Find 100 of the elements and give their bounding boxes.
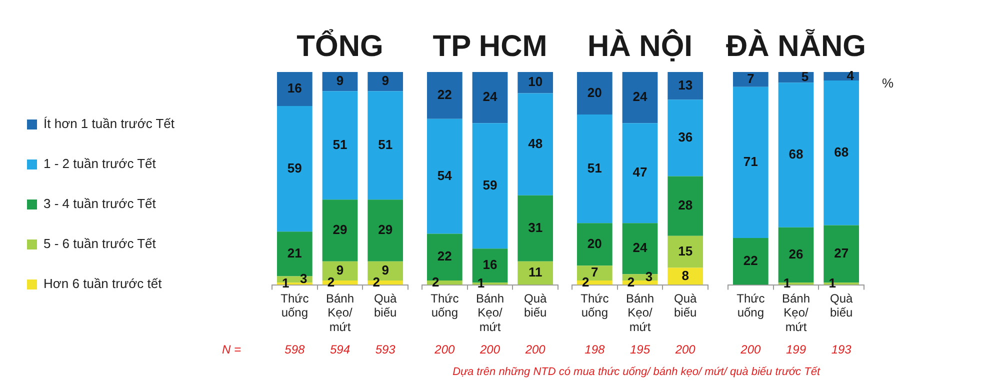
x-tick-label: Quà biếu <box>524 291 547 320</box>
data-label: 24 <box>632 240 648 256</box>
data-label: 7 <box>591 264 598 280</box>
bar <box>276 72 312 106</box>
text: 594 <box>330 342 350 356</box>
text: 193 <box>831 342 852 356</box>
bar <box>276 106 312 232</box>
bar <box>518 261 554 285</box>
data-label: 22 <box>437 248 452 264</box>
data-label: 68 <box>788 146 804 162</box>
bar <box>732 238 768 285</box>
bar <box>322 91 358 200</box>
data-label: 48 <box>528 136 543 151</box>
bar <box>368 72 404 92</box>
data-label: 20 <box>587 84 602 100</box>
data-label: 9 <box>382 73 389 88</box>
x-tick-label: Quà biếu <box>830 291 853 320</box>
data-label: 59 <box>482 177 498 192</box>
data-label: 13 <box>678 77 693 92</box>
data-label: 47 <box>632 164 648 180</box>
data-label: 36 <box>678 130 693 145</box>
data-label: 71 <box>743 154 758 170</box>
x-tick-label: Bánh Kẹo/ mứt <box>476 291 504 334</box>
data-label: 59 <box>287 160 302 176</box>
data-label: 11 <box>528 264 542 280</box>
x-tick-label: Quà biếu <box>374 291 397 320</box>
bar <box>576 114 612 224</box>
data-label: 2 <box>627 274 635 290</box>
x-tick-label: Thức uống <box>280 291 309 320</box>
legend-label: Ít hơn 1 tuần trước Tết <box>44 116 175 132</box>
data-label: 54 <box>437 168 453 183</box>
bar <box>472 123 508 249</box>
text: N = <box>222 342 242 356</box>
data-label: 7 <box>747 71 754 86</box>
x-tick-label: Thức uống <box>736 291 765 320</box>
x-tick-label: Thức uống <box>430 291 459 320</box>
bar <box>668 100 704 176</box>
bar <box>668 72 704 100</box>
data-label: 1 <box>828 275 836 290</box>
text: 198 <box>584 342 605 356</box>
text: 593 <box>375 342 396 356</box>
data-label: 51 <box>587 160 602 176</box>
bar <box>472 72 508 124</box>
chart-title: HÀ NỘI <box>588 29 692 63</box>
data-label: 2 <box>582 274 590 290</box>
data-label: 2 <box>372 274 380 290</box>
data-label: 29 <box>332 222 348 238</box>
data-label: 4 <box>846 68 855 83</box>
data-label: 51 <box>378 136 393 152</box>
bar <box>426 72 462 119</box>
data-label: 9 <box>382 262 389 278</box>
data-label: 21 <box>287 246 302 261</box>
text: 200 <box>478 342 500 356</box>
y-axis-title: % <box>882 76 894 91</box>
data-label: 68 <box>834 144 849 160</box>
data-label: 15 <box>678 243 693 258</box>
bar <box>732 72 768 87</box>
legend-label: 3 - 4 tuần trước Tết <box>44 196 156 212</box>
bar <box>622 72 658 124</box>
data-label: 16 <box>482 257 498 272</box>
data-label: 10 <box>528 74 543 90</box>
chart-title: TỔNG <box>296 29 384 63</box>
text: Dựa trên những NTD có mua thức uống/ bánh kẹo/ mứt/ quà biếu trước Tết <box>452 366 820 378</box>
text: 195 <box>630 342 650 356</box>
x-tick-label: Thức uống <box>580 291 609 320</box>
data-label: 20 <box>587 236 602 251</box>
data-label: 26 <box>788 246 804 262</box>
data-label: 9 <box>336 262 344 278</box>
bar <box>576 223 612 266</box>
bar <box>576 72 612 115</box>
bar <box>668 176 704 236</box>
bar <box>732 86 768 238</box>
data-label: 1 <box>783 275 791 290</box>
bar <box>322 72 358 92</box>
bar <box>518 195 554 262</box>
bar <box>368 91 404 200</box>
data-label: 9 <box>336 73 344 88</box>
bar <box>322 200 358 262</box>
legend-label: 5 - 6 tuần trước Tết <box>44 236 156 252</box>
chart-title: TP HCM <box>432 30 548 63</box>
bar <box>368 200 404 262</box>
x-tick-label: Quà biếu <box>674 291 697 320</box>
data-label: 31 <box>528 220 543 235</box>
bar <box>518 93 554 196</box>
bar <box>518 72 554 94</box>
data-label: 16 <box>287 80 302 96</box>
data-label: 28 <box>678 198 693 213</box>
data-label: 5 <box>801 68 809 84</box>
bar <box>622 123 658 224</box>
legend-label: 1 - 2 tuần trước Tết <box>44 156 156 172</box>
data-label: 24 <box>632 89 648 104</box>
data-label: 27 <box>834 246 849 261</box>
text: 200 <box>524 342 546 356</box>
data-label: 24 <box>482 89 498 104</box>
x-tick-label: Bánh Kẹo/ mứt <box>326 291 354 334</box>
text: 200 <box>740 342 761 356</box>
x-tick-label: Bánh Kẹo/ mứt <box>626 291 654 334</box>
data-label: 1 <box>477 275 485 290</box>
text: 598 <box>284 342 305 356</box>
legend-label: Hơn 6 tuần trước tết <box>44 276 162 292</box>
